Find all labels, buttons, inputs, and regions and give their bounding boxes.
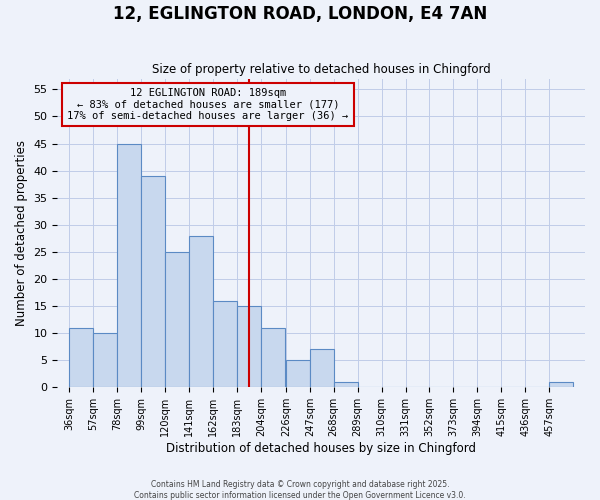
X-axis label: Distribution of detached houses by size in Chingford: Distribution of detached houses by size … (166, 442, 476, 455)
Bar (549, 382, 573, 388)
Bar (334, 382, 358, 388)
Bar (141, 176, 165, 388)
Bar (70, 328, 93, 388)
Bar (286, 360, 310, 388)
Text: Contains HM Land Registry data © Crown copyright and database right 2025.
Contai: Contains HM Land Registry data © Crown c… (134, 480, 466, 500)
Text: 12, EGLINGTON ROAD, LONDON, E4 7AN: 12, EGLINGTON ROAD, LONDON, E4 7AN (113, 5, 487, 23)
Bar (93, 333, 117, 388)
Bar (237, 306, 261, 388)
Bar (189, 236, 213, 388)
Title: Size of property relative to detached houses in Chingford: Size of property relative to detached ho… (152, 63, 491, 76)
Bar (261, 328, 285, 388)
Bar (117, 144, 141, 388)
Bar (165, 252, 189, 388)
Bar (310, 350, 334, 388)
Y-axis label: Number of detached properties: Number of detached properties (15, 140, 28, 326)
Text: 12 EGLINGTON ROAD: 189sqm
← 83% of detached houses are smaller (177)
17% of semi: 12 EGLINGTON ROAD: 189sqm ← 83% of detac… (67, 88, 349, 121)
Bar (213, 300, 237, 388)
